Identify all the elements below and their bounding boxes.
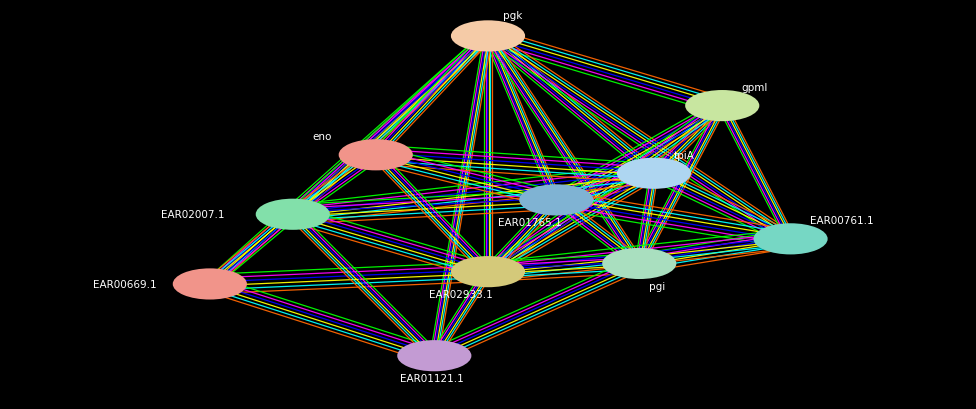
Text: pgk: pgk: [503, 11, 522, 21]
Text: tpiA: tpiA: [673, 151, 694, 160]
Text: eno: eno: [312, 132, 332, 142]
Circle shape: [397, 340, 471, 371]
Circle shape: [685, 91, 759, 122]
Text: EAR01121.1: EAR01121.1: [400, 373, 464, 383]
Circle shape: [753, 224, 828, 255]
Circle shape: [451, 256, 525, 288]
Circle shape: [256, 199, 330, 230]
Text: gpml: gpml: [742, 83, 768, 93]
Text: EAR00761.1: EAR00761.1: [810, 216, 874, 226]
Circle shape: [602, 248, 676, 279]
Circle shape: [173, 269, 247, 300]
Circle shape: [451, 21, 525, 52]
Text: EAR02933.1: EAR02933.1: [429, 290, 493, 299]
Circle shape: [617, 158, 691, 189]
Text: EAR00669.1: EAR00669.1: [93, 279, 156, 289]
Circle shape: [519, 185, 593, 216]
Circle shape: [339, 140, 413, 171]
Text: EAR02007.1: EAR02007.1: [161, 210, 224, 220]
Text: EAR01765.1: EAR01765.1: [498, 218, 561, 228]
Text: pgi: pgi: [649, 281, 666, 291]
